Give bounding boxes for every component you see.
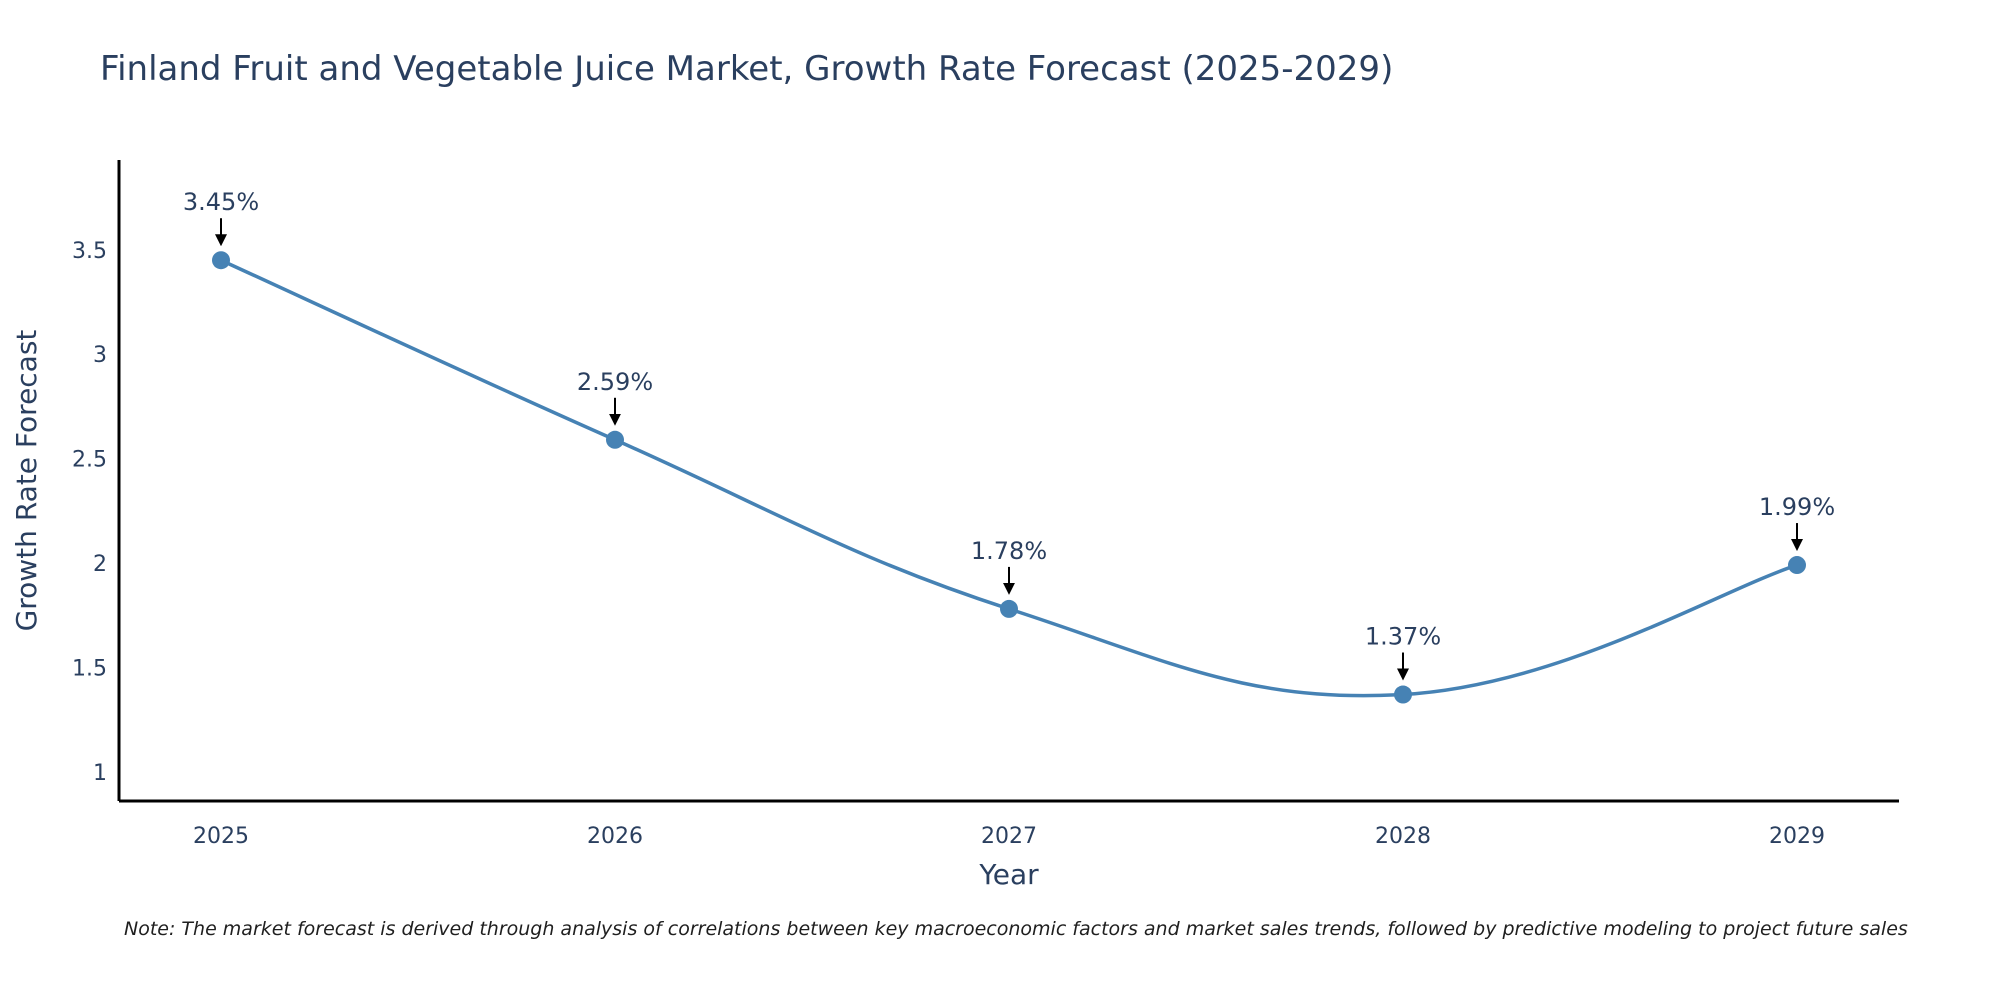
data-label: 1.99%	[1759, 493, 1835, 521]
y-tick-label: 2.5	[72, 448, 107, 473]
y-axis-title: Growth Rate Forecast	[10, 330, 43, 632]
data-label: 1.37%	[1365, 623, 1441, 651]
y-tick-label: 1.5	[72, 656, 107, 681]
x-tick-label: 2026	[587, 824, 643, 849]
x-tick-label: 2025	[193, 824, 249, 849]
data-point	[1788, 556, 1806, 575]
x-tick-label: 2028	[1375, 824, 1431, 849]
data-label: 1.78%	[971, 537, 1047, 565]
data-point	[212, 251, 230, 270]
y-tick-label: 3	[93, 343, 107, 368]
y-tick-label: 3.5	[72, 239, 107, 264]
data-point	[1000, 599, 1018, 618]
footnote: Note: The market forecast is derived thr…	[124, 918, 1908, 940]
x-axis-title: Year	[978, 858, 1039, 891]
y-tick-label: 2	[93, 552, 107, 577]
data-point	[1394, 685, 1412, 704]
chart-title: Finland Fruit and Vegetable Juice Market…	[100, 49, 1393, 89]
x-tick-label: 2027	[981, 824, 1037, 849]
data-label: 2.59%	[577, 368, 653, 396]
data-label: 3.45%	[183, 188, 259, 216]
data-point	[606, 430, 624, 449]
series-line	[220, 258, 1798, 698]
x-tick-label: 2029	[1769, 824, 1825, 849]
y-tick-label: 1	[93, 761, 107, 786]
